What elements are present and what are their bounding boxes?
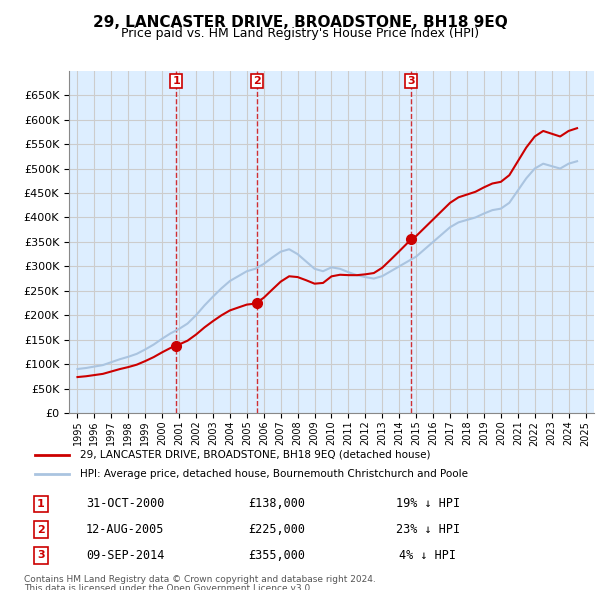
Text: 29, LANCASTER DRIVE, BROADSTONE, BH18 9EQ (detached house): 29, LANCASTER DRIVE, BROADSTONE, BH18 9E… bbox=[80, 450, 431, 460]
Text: 2: 2 bbox=[37, 525, 45, 535]
Text: 29, LANCASTER DRIVE, BROADSTONE, BH18 9EQ: 29, LANCASTER DRIVE, BROADSTONE, BH18 9E… bbox=[92, 15, 508, 30]
Text: 2: 2 bbox=[253, 76, 261, 86]
Text: This data is licensed under the Open Government Licence v3.0.: This data is licensed under the Open Gov… bbox=[24, 584, 313, 590]
Text: 4% ↓ HPI: 4% ↓ HPI bbox=[400, 549, 457, 562]
Text: £138,000: £138,000 bbox=[248, 497, 305, 510]
Text: £225,000: £225,000 bbox=[248, 523, 305, 536]
Text: Price paid vs. HM Land Registry's House Price Index (HPI): Price paid vs. HM Land Registry's House … bbox=[121, 27, 479, 40]
Text: 3: 3 bbox=[407, 76, 415, 86]
Text: 09-SEP-2014: 09-SEP-2014 bbox=[86, 549, 164, 562]
Text: 12-AUG-2005: 12-AUG-2005 bbox=[86, 523, 164, 536]
Text: £355,000: £355,000 bbox=[248, 549, 305, 562]
Text: 1: 1 bbox=[37, 499, 45, 509]
Text: 23% ↓ HPI: 23% ↓ HPI bbox=[396, 523, 460, 536]
Text: Contains HM Land Registry data © Crown copyright and database right 2024.: Contains HM Land Registry data © Crown c… bbox=[24, 575, 376, 584]
Text: 31-OCT-2000: 31-OCT-2000 bbox=[86, 497, 164, 510]
Text: 3: 3 bbox=[37, 550, 44, 560]
Text: HPI: Average price, detached house, Bournemouth Christchurch and Poole: HPI: Average price, detached house, Bour… bbox=[80, 470, 468, 479]
Text: 1: 1 bbox=[172, 76, 180, 86]
Text: 19% ↓ HPI: 19% ↓ HPI bbox=[396, 497, 460, 510]
